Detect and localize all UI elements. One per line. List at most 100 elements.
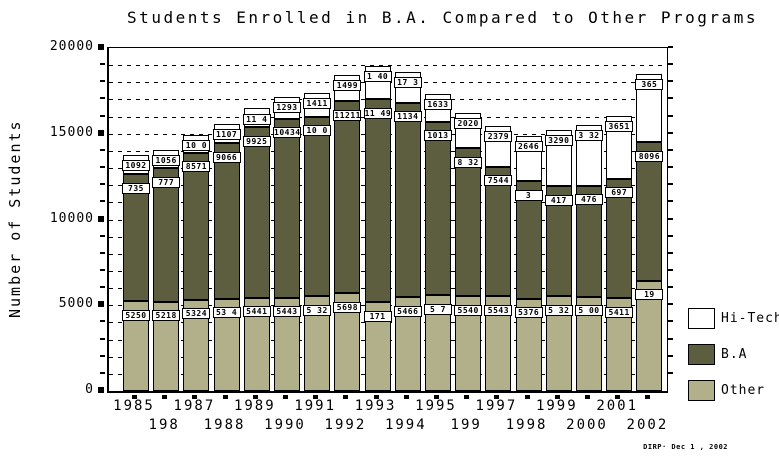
right-border-tick [668,97,673,100]
x-tick-mark [464,395,470,399]
x-axis-label-1986: 198 [148,417,180,433]
y-axis-minor-tick [100,320,105,323]
bar-1988-label-other: 53 4 [212,307,241,319]
bar-1989-segment-ba [243,127,270,298]
bar-1991-label-other: 5 32 [303,304,332,316]
bar-1987-label-ba: 8571 [182,161,211,173]
right-border-tick [668,114,673,117]
y-axis-minor-tick [100,80,105,83]
x-tick-mark [343,395,349,399]
right-border-tick [668,183,673,186]
bar-2001-label-other: 5411 [605,306,634,318]
bar-1994-segment-ba [394,102,421,298]
legend-label: Other [721,383,766,398]
bar-2001-label-hi-tech: 3651 [605,121,634,133]
right-border-tick [668,337,673,340]
bar-2002-segment-ba [636,142,663,281]
y-axis-minor-tick [100,371,105,374]
bar-1993-segment-ba [364,99,391,303]
bar-1995-segment-ba [425,121,451,296]
x-axis-label-1989: 1989 [233,398,276,414]
right-border-tick [668,234,673,237]
x-axis-label-1992: 1992 [324,417,367,433]
right-border-tick [668,286,673,289]
bar-1986-label-hi-tech: 1056 [152,155,181,167]
x-axis-label-1993: 1993 [354,398,397,414]
x-tick-mark [434,395,439,399]
y-axis-minor-tick [100,200,105,203]
y-axis-minor-tick [100,286,105,289]
right-border-tick [668,148,673,151]
y-axis-major-tick [98,44,104,50]
x-axis-label-2002: 2002 [626,417,669,433]
bar-1988-segment-ba [213,143,240,299]
right-border-tick [668,200,673,203]
bar-1986-label-other: 5218 [152,310,181,322]
x-tick-mark [132,395,137,399]
x-tick-mark [373,395,379,399]
bar-1998-label-ba: 3 [514,189,543,201]
bar-2001-label-ba: 697 [605,187,634,199]
x-tick-mark [524,395,530,399]
bar-1998-segment-ba [515,181,542,299]
right-border-tick [668,303,673,306]
right-border-tick [668,217,673,220]
bar-1990-label-other: 5443 [273,306,301,318]
footer-stamp: DIRP· Dec 1 , 2002 [643,443,728,451]
bar-1996-label-ba: 8 32 [454,156,483,168]
x-tick-mark [192,395,198,399]
bar-1994-label-ba: 1134 [393,111,422,123]
bar-1994-label-other: 5466 [393,305,422,317]
bar-1988-label-hi-tech: 1107 [212,129,241,141]
bar-1991-label-hi-tech: 1411 [303,97,332,109]
bar-1997-label-hi-tech: 2379 [484,130,513,142]
bar-1985-label-hi-tech: 1092 [122,160,150,172]
legend-label: Hi-Tech [721,311,779,326]
bar-1996-label-other: 5540 [454,304,483,316]
bar-1998-label-other: 5376 [514,307,543,319]
right-border-tick [668,46,673,48]
chart-title: Students Enrolled in B.A. Compared to Ot… [127,8,758,27]
bar-1999-label-other: 5 32 [544,304,573,316]
legend-label: B.A [721,347,748,362]
y-axis-title: Number of Students [6,119,24,318]
right-border-tick [668,251,673,254]
x-tick-mark [554,395,560,399]
x-axis-label-1996: 199 [450,417,482,433]
bar-2000-label-ba: 476 [575,194,603,206]
legend-entry-b-a: B.A [688,342,778,378]
y-axis-major-tick [98,387,104,393]
bar-1990-label-ba: 10434 [273,127,301,139]
bar-2002-label-ba: 8096 [635,150,664,162]
bar-1992-label-other: 5698 [333,301,362,313]
bar-1989-label-other: 5441 [242,306,271,318]
bar-2002-label-other: 19 [635,289,664,301]
legend-entry-hi-tech: Hi-Tech [688,306,779,342]
bar-1987-label-hi-tech: 10 0 [182,139,211,151]
y-axis-minor-tick [100,337,105,340]
y-axis-tick-label: 10000 [49,210,94,226]
bar-1998-label-hi-tech: 2646 [514,141,543,153]
x-tick-mark [494,395,500,399]
right-border-tick [668,371,673,374]
x-tick-mark [252,395,258,399]
bar-1999-label-ba: 417 [544,194,573,206]
bar-1992-label-hi-tech: 1499 [333,80,362,92]
y-axis-minor-tick [100,97,105,100]
right-border-tick [668,268,673,271]
y-axis-tick-label: 20000 [49,39,94,54]
bar-1988-label-ba: 9066 [212,151,241,163]
x-tick-mark [222,395,228,399]
x-axis-label-1999: 1999 [535,398,578,414]
bar-1999-label-hi-tech: 3290 [544,134,573,146]
y-axis-tick-label: 15000 [49,124,94,140]
bar-1985-segment-ba [123,174,149,301]
bar-1991-segment-ba [304,116,331,297]
x-axis-label-1990: 1990 [264,417,306,433]
bar-1990-label-hi-tech: 1293 [273,101,301,113]
legend-swatch [688,308,715,329]
bar-1986-segment-ba [153,168,180,302]
bar-1993-label-ba: 11 49 [363,107,392,119]
bar-1997-segment-ba [485,166,512,296]
bar-1994-label-hi-tech: 17 3 [393,77,422,89]
